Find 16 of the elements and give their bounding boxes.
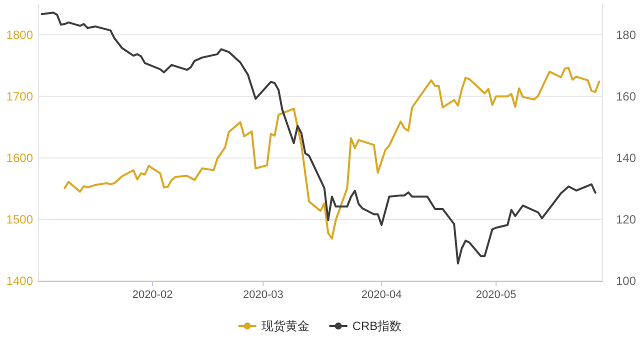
y-tick-label: 1600 [6,150,34,165]
x-tick-label: 2020-03 [243,289,284,301]
y-tick-label: 1500 [6,212,34,226]
y2-tick-label: 160 [616,89,636,104]
y-tick-label: 1800 [6,28,34,42]
y2-tick-label: 120 [616,212,636,226]
x-tick-label: 2020-02 [132,289,173,301]
y2-tick-label: 100 [616,274,636,288]
y-tick-label: 1700 [6,89,34,104]
y2-tick-label: 140 [616,150,636,165]
x-tick-label: 2020-04 [361,289,402,301]
y2-tick-label: 180 [616,28,636,42]
y-tick-label: 1400 [6,274,34,288]
legend-label: CRB指数 [352,319,402,333]
x-tick-label: 2020-05 [476,289,516,301]
legend-label: 现货黄金 [261,319,310,333]
